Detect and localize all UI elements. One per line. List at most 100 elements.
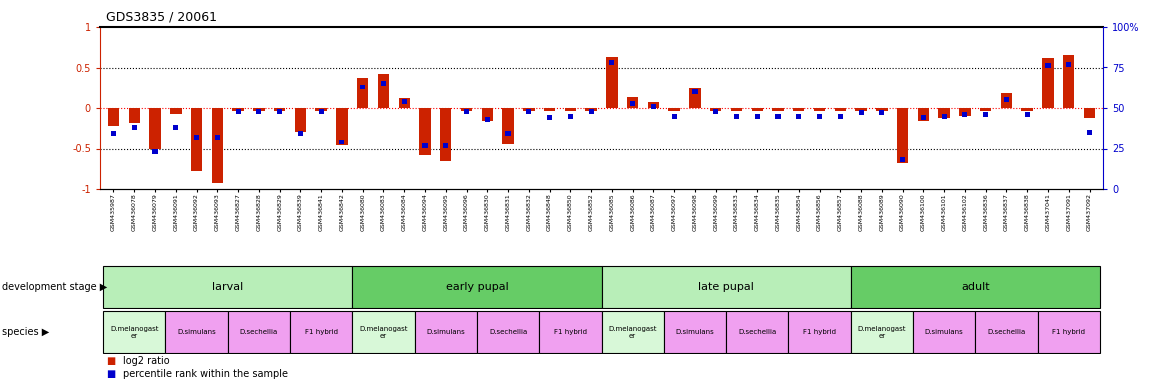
- Bar: [913, 311, 975, 353]
- Bar: [856, 108, 867, 111]
- Bar: [290, 311, 352, 353]
- Bar: [153, 149, 157, 154]
- Bar: [357, 78, 368, 108]
- Text: late pupal: late pupal: [698, 282, 754, 292]
- Bar: [464, 109, 469, 114]
- Bar: [191, 108, 203, 171]
- Bar: [235, 109, 241, 114]
- Bar: [672, 114, 676, 119]
- Bar: [897, 108, 908, 163]
- Bar: [835, 108, 846, 111]
- Bar: [214, 135, 220, 140]
- Bar: [166, 311, 228, 353]
- Bar: [547, 115, 552, 120]
- Bar: [818, 114, 822, 119]
- Bar: [975, 311, 1038, 353]
- Bar: [477, 311, 540, 353]
- Bar: [277, 109, 283, 114]
- Text: D.sechellia: D.sechellia: [738, 329, 776, 335]
- Bar: [503, 108, 514, 144]
- Bar: [485, 117, 490, 122]
- Bar: [726, 311, 789, 353]
- Text: early pupal: early pupal: [446, 282, 508, 292]
- Bar: [983, 112, 988, 117]
- Bar: [294, 108, 306, 132]
- Bar: [111, 131, 116, 136]
- Bar: [336, 108, 347, 145]
- Bar: [419, 108, 431, 155]
- Bar: [565, 108, 576, 111]
- Bar: [772, 108, 784, 111]
- Bar: [776, 114, 780, 119]
- Bar: [352, 311, 415, 353]
- Bar: [588, 109, 594, 114]
- Bar: [1025, 112, 1029, 117]
- Text: F1 hybrid: F1 hybrid: [305, 329, 338, 335]
- Bar: [228, 311, 290, 353]
- Bar: [601, 311, 664, 353]
- Bar: [274, 108, 285, 111]
- Bar: [318, 109, 324, 114]
- Bar: [630, 101, 636, 106]
- Bar: [877, 108, 887, 111]
- Bar: [298, 131, 303, 136]
- Bar: [752, 108, 763, 111]
- Bar: [1084, 108, 1095, 118]
- Bar: [1087, 130, 1092, 135]
- Bar: [814, 108, 826, 111]
- Bar: [1063, 55, 1075, 108]
- Text: adult: adult: [961, 282, 990, 292]
- Bar: [921, 115, 926, 120]
- Text: larval: larval: [212, 282, 243, 292]
- Bar: [586, 108, 596, 111]
- Text: D.simulans: D.simulans: [675, 329, 714, 335]
- Bar: [256, 109, 262, 114]
- Bar: [398, 98, 410, 108]
- Bar: [339, 140, 344, 144]
- Bar: [601, 266, 851, 308]
- Bar: [423, 143, 427, 148]
- Text: F1 hybrid: F1 hybrid: [802, 329, 836, 335]
- Bar: [103, 266, 352, 308]
- Bar: [858, 111, 864, 115]
- Bar: [254, 108, 264, 111]
- Bar: [755, 114, 760, 119]
- Bar: [132, 125, 137, 130]
- Bar: [1038, 311, 1100, 353]
- Text: log2 ratio: log2 ratio: [123, 356, 170, 366]
- Bar: [837, 114, 843, 119]
- Text: D.melanogast
er: D.melanogast er: [110, 326, 159, 339]
- Bar: [352, 266, 601, 308]
- Bar: [402, 99, 406, 104]
- Text: D.sechellia: D.sechellia: [240, 329, 278, 335]
- Text: D.simulans: D.simulans: [177, 329, 215, 335]
- Bar: [734, 114, 739, 119]
- Text: D.melanogast
er: D.melanogast er: [359, 326, 408, 339]
- Bar: [731, 108, 742, 111]
- Bar: [900, 157, 906, 162]
- Bar: [917, 108, 929, 121]
- Text: D.melanogast
er: D.melanogast er: [858, 326, 906, 339]
- Bar: [440, 108, 452, 161]
- Bar: [851, 266, 1100, 308]
- Bar: [962, 112, 967, 117]
- Bar: [692, 89, 697, 94]
- Bar: [108, 108, 119, 126]
- Bar: [689, 88, 701, 108]
- Bar: [789, 311, 851, 353]
- Bar: [710, 108, 721, 111]
- Bar: [1021, 108, 1033, 111]
- Bar: [378, 74, 389, 108]
- Bar: [360, 84, 365, 89]
- Bar: [668, 108, 680, 111]
- Text: D.melanogast
er: D.melanogast er: [608, 326, 657, 339]
- Bar: [1001, 93, 1012, 108]
- Text: D.simulans: D.simulans: [426, 329, 466, 335]
- Bar: [980, 108, 991, 111]
- Bar: [797, 114, 801, 119]
- Bar: [315, 108, 327, 111]
- Bar: [626, 98, 638, 108]
- Bar: [523, 108, 535, 111]
- Bar: [170, 108, 182, 114]
- Bar: [544, 108, 556, 111]
